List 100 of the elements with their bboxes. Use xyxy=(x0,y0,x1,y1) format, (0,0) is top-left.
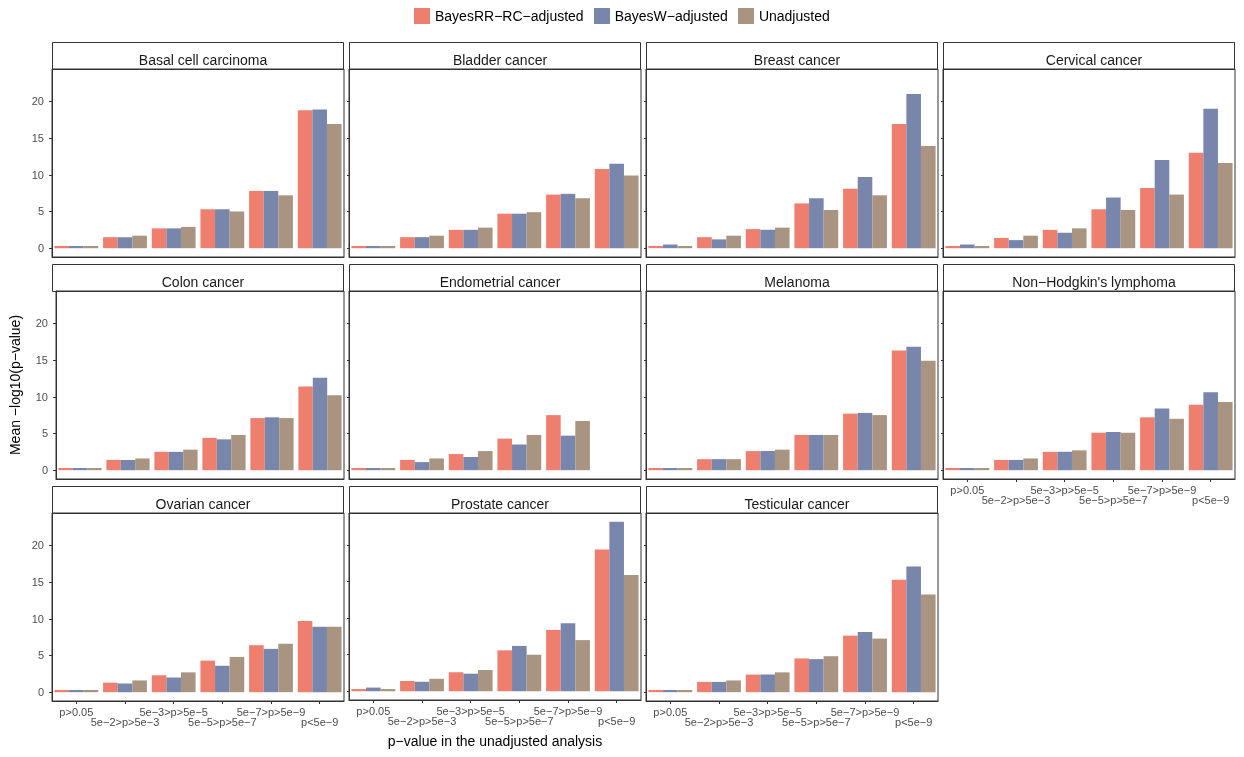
bar xyxy=(575,640,590,692)
bar xyxy=(166,677,181,693)
bar xyxy=(497,213,513,249)
bar xyxy=(575,420,590,471)
x-tick-label: 5e−3>p>5e−5 xyxy=(733,705,802,718)
bar xyxy=(1091,432,1107,471)
bar xyxy=(512,213,527,249)
bar xyxy=(891,124,907,249)
x-tick-label: 5e−7>p>5e−9 xyxy=(1127,483,1197,496)
bar xyxy=(249,645,264,693)
bar xyxy=(920,146,936,249)
bar xyxy=(135,458,150,471)
bar xyxy=(366,467,381,471)
bar xyxy=(54,245,70,249)
bar xyxy=(745,229,761,249)
bar xyxy=(200,209,216,249)
bar xyxy=(414,237,430,249)
bar xyxy=(497,650,513,692)
bar xyxy=(117,237,133,249)
bar xyxy=(1120,432,1136,471)
bar xyxy=(202,437,217,471)
bar xyxy=(575,198,590,249)
x-tick-label: p>0.05 xyxy=(356,704,391,717)
bar xyxy=(351,245,367,249)
x-tick-label: 5e−3>p>5e−5 xyxy=(1030,483,1099,496)
bar xyxy=(726,235,741,249)
chart-title: Non−Hodgkin's lymphoma xyxy=(1012,274,1176,290)
y-tick-label: 15 xyxy=(31,576,44,589)
x-axis-title: p−value in the unadjusted analysis xyxy=(387,733,603,749)
bar xyxy=(857,631,873,693)
y-tick-label: 0 xyxy=(41,464,48,477)
bar xyxy=(711,681,727,693)
bar xyxy=(891,350,907,471)
bar xyxy=(891,579,907,693)
bar xyxy=(166,228,181,249)
bar xyxy=(312,626,327,693)
bar xyxy=(526,654,542,692)
bar xyxy=(414,681,430,692)
bar xyxy=(1169,418,1184,471)
bar xyxy=(326,124,342,249)
chart-title: Testicular cancer xyxy=(744,496,850,512)
bar xyxy=(297,110,313,249)
bar xyxy=(1140,187,1155,249)
bar xyxy=(512,444,527,471)
bar xyxy=(1057,451,1072,471)
bar xyxy=(250,418,265,471)
x-tick-label: p<5e−9 xyxy=(301,715,339,728)
x-tick-label: p>0.05 xyxy=(59,705,94,718)
legend-label: BayesRR−RC−adjusted xyxy=(435,8,584,24)
bar xyxy=(414,462,430,471)
bar xyxy=(168,451,184,471)
bar xyxy=(351,467,367,471)
bar xyxy=(843,635,858,693)
x-tick-label: 5e−7>p>5e−9 xyxy=(830,705,900,718)
bar xyxy=(560,193,576,249)
x-tick-label: p>0.05 xyxy=(653,705,688,718)
bar xyxy=(560,623,576,692)
chart-title: Melanoma xyxy=(764,274,830,290)
bar xyxy=(1203,108,1218,249)
bar xyxy=(906,566,921,693)
bar xyxy=(132,680,147,693)
bar xyxy=(1154,408,1170,471)
bar xyxy=(774,672,790,693)
y-tick-label: 10 xyxy=(35,390,48,403)
bar xyxy=(609,521,624,692)
x-tick-label: p<5e−9 xyxy=(598,714,636,727)
bar xyxy=(648,467,664,471)
bar xyxy=(1071,228,1087,249)
bar xyxy=(512,645,527,692)
bar xyxy=(477,451,493,471)
bar xyxy=(429,458,444,471)
bar xyxy=(448,229,464,249)
bar xyxy=(154,451,169,471)
bar xyxy=(843,413,858,471)
bar xyxy=(87,467,102,471)
bar xyxy=(711,239,727,249)
y-tick-label: 15 xyxy=(35,354,48,367)
bar xyxy=(497,438,513,471)
bar xyxy=(1106,197,1121,249)
y-tick-label: 20 xyxy=(35,317,48,330)
bar xyxy=(760,674,775,693)
bar xyxy=(180,672,196,693)
y-tick-label: 5 xyxy=(41,427,48,440)
bar xyxy=(216,439,232,471)
bar xyxy=(326,626,342,693)
bar xyxy=(774,449,790,471)
bar xyxy=(429,678,444,692)
x-tick-label: 5e−5>p>5e−7 xyxy=(1079,493,1148,506)
y-tick-label: 15 xyxy=(31,132,44,145)
bar xyxy=(477,227,493,249)
x-tick-label: p<5e−9 xyxy=(895,715,933,728)
bar xyxy=(609,163,624,249)
bar xyxy=(229,656,245,693)
bar xyxy=(151,675,167,693)
bar xyxy=(1188,404,1204,471)
bar xyxy=(663,467,678,471)
bar xyxy=(994,459,1009,471)
bar xyxy=(132,235,147,249)
bar xyxy=(1008,240,1024,249)
bar xyxy=(945,467,961,471)
